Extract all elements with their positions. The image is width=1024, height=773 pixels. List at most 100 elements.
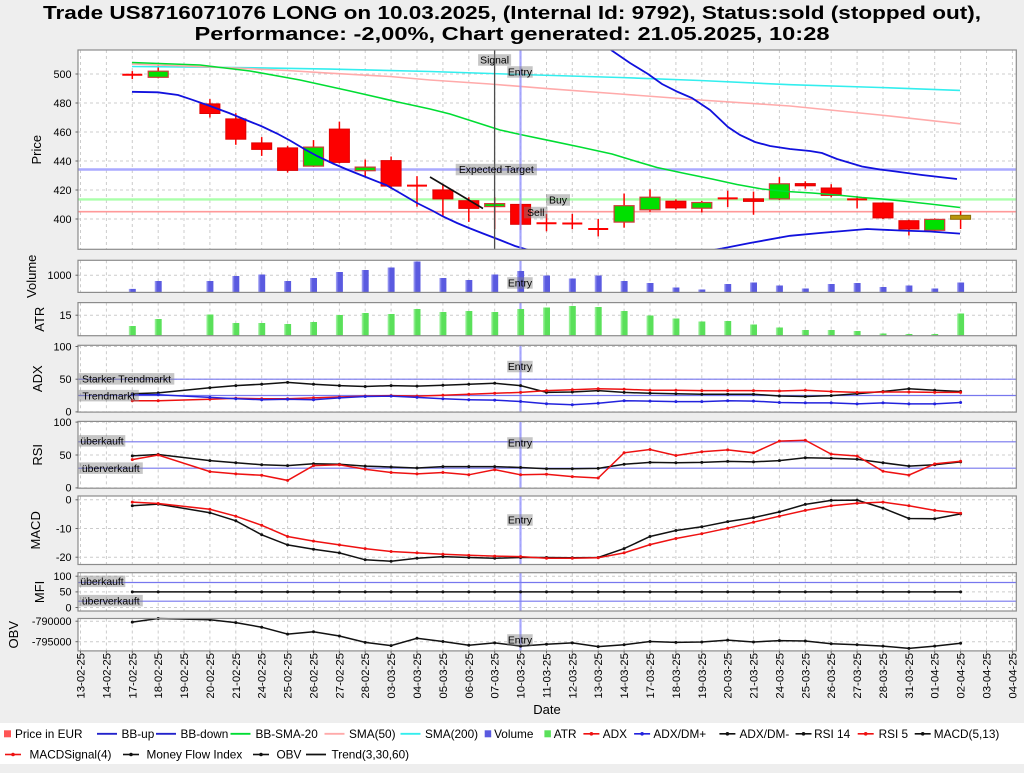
svg-text:14-02-25: 14-02-25 <box>101 653 113 699</box>
svg-text:OBV: OBV <box>277 748 302 762</box>
svg-text:21-03-25: 21-03-25 <box>749 653 761 699</box>
svg-text:ADX/DM+: ADX/DM+ <box>653 727 706 741</box>
svg-text:ATR: ATR <box>32 307 47 332</box>
svg-text:100: 100 <box>53 571 71 583</box>
svg-text:MACD(5,13): MACD(5,13) <box>934 727 1000 741</box>
svg-text:ADX: ADX <box>30 365 45 392</box>
svg-text:Sell: Sell <box>527 208 544 219</box>
svg-text:21-02-25: 21-02-25 <box>231 653 243 699</box>
svg-text:05-03-25: 05-03-25 <box>438 653 450 699</box>
svg-text:ADX: ADX <box>603 727 627 741</box>
svg-text:03-04-25: 03-04-25 <box>982 653 994 699</box>
svg-text:ATR: ATR <box>554 727 577 741</box>
svg-text:Signal: Signal <box>480 56 509 67</box>
svg-text:überverkauft: überverkauft <box>82 464 140 475</box>
svg-text:RSI 14: RSI 14 <box>814 727 851 741</box>
svg-text:26-03-25: 26-03-25 <box>826 653 838 699</box>
svg-text:500: 500 <box>53 69 71 81</box>
svg-text:Volume: Volume <box>494 727 534 741</box>
svg-text:Date: Date <box>533 702 560 717</box>
svg-text:26-02-25: 26-02-25 <box>309 653 321 699</box>
svg-text:31-03-25: 31-03-25 <box>904 653 916 699</box>
svg-text:18-03-25: 18-03-25 <box>671 653 683 699</box>
svg-text:Entry: Entry <box>508 68 533 79</box>
svg-text:überverkauft: überverkauft <box>82 596 140 607</box>
svg-text:25-02-25: 25-02-25 <box>283 653 295 699</box>
svg-text:RSI: RSI <box>30 444 45 466</box>
svg-text:13-03-25: 13-03-25 <box>593 653 605 699</box>
svg-text:-790000: -790000 <box>32 616 72 628</box>
svg-text:Price: Price <box>29 135 44 165</box>
svg-text:1000: 1000 <box>47 270 71 282</box>
svg-text:12-03-25: 12-03-25 <box>567 653 579 699</box>
svg-text:0: 0 <box>65 602 71 614</box>
svg-text:400: 400 <box>53 214 71 226</box>
svg-text:Expected Target: Expected Target <box>459 165 534 176</box>
svg-text:Entry: Entry <box>508 362 533 373</box>
svg-text:07-03-25: 07-03-25 <box>490 653 502 699</box>
svg-text:-10: -10 <box>56 523 72 535</box>
svg-text:SMA(200): SMA(200) <box>425 727 478 741</box>
svg-text:19-03-25: 19-03-25 <box>697 653 709 699</box>
svg-text:11-03-25: 11-03-25 <box>542 653 554 698</box>
svg-text:Entry: Entry <box>508 279 533 290</box>
svg-text:-20: -20 <box>56 552 72 564</box>
svg-text:Trendmarkt: Trendmarkt <box>82 391 135 402</box>
svg-text:überkauft: überkauft <box>80 437 123 448</box>
svg-text:10-03-25: 10-03-25 <box>516 653 528 699</box>
svg-text:ADX/DM-: ADX/DM- <box>740 727 790 741</box>
svg-text:-795000: -795000 <box>32 637 72 649</box>
svg-text:27-03-25: 27-03-25 <box>852 653 864 699</box>
svg-text:50: 50 <box>59 587 71 599</box>
svg-text:Performance: -2,00%, Chart gen: Performance: -2,00%, Chart generated: 21… <box>195 23 830 44</box>
svg-text:24-02-25: 24-02-25 <box>257 653 269 699</box>
svg-text:28-03-25: 28-03-25 <box>878 653 890 699</box>
svg-text:25-03-25: 25-03-25 <box>800 653 812 699</box>
svg-text:Entry: Entry <box>508 636 533 647</box>
svg-text:06-03-25: 06-03-25 <box>464 653 476 699</box>
svg-text:03-03-25: 03-03-25 <box>386 653 398 699</box>
svg-text:MFI: MFI <box>32 581 47 603</box>
svg-text:28-02-25: 28-02-25 <box>360 653 372 699</box>
svg-text:MACD: MACD <box>28 511 43 549</box>
svg-text:15: 15 <box>59 310 71 322</box>
svg-text:20-02-25: 20-02-25 <box>205 653 217 699</box>
svg-text:Entry: Entry <box>508 439 533 450</box>
svg-text:100: 100 <box>53 341 71 353</box>
svg-text:0: 0 <box>65 495 71 507</box>
svg-text:24-03-25: 24-03-25 <box>774 653 786 699</box>
svg-text:SMA(50): SMA(50) <box>349 727 396 741</box>
svg-text:Volume: Volume <box>24 255 39 298</box>
svg-text:Entry: Entry <box>508 516 533 527</box>
svg-text:17-03-25: 17-03-25 <box>645 653 657 699</box>
svg-text:Money Flow Index: Money Flow Index <box>147 748 243 762</box>
svg-text:0: 0 <box>65 407 71 419</box>
svg-text:18-02-25: 18-02-25 <box>153 653 165 699</box>
svg-text:Trend(3,30,60): Trend(3,30,60) <box>332 748 410 762</box>
svg-text:14-03-25: 14-03-25 <box>619 653 631 699</box>
svg-text:OBV: OBV <box>6 621 21 649</box>
svg-text:480: 480 <box>53 98 71 110</box>
svg-text:BB-SMA-20: BB-SMA-20 <box>256 727 319 741</box>
svg-text:04-04-25: 04-04-25 <box>1007 653 1019 699</box>
svg-text:BB-up: BB-up <box>122 727 155 741</box>
svg-text:BB-down: BB-down <box>181 727 229 741</box>
svg-text:17-02-25: 17-02-25 <box>127 653 139 699</box>
svg-text:RSI 5: RSI 5 <box>879 727 909 741</box>
svg-text:02-04-25: 02-04-25 <box>956 653 968 699</box>
svg-text:50: 50 <box>59 450 71 462</box>
svg-text:Trade US8716071076 LONG on 10.: Trade US8716071076 LONG on 10.03.2025, (… <box>43 2 981 23</box>
svg-text:420: 420 <box>53 185 71 197</box>
svg-text:460: 460 <box>53 127 71 139</box>
svg-text:04-03-25: 04-03-25 <box>412 653 424 699</box>
svg-text:100: 100 <box>53 417 71 429</box>
svg-text:440: 440 <box>53 156 71 168</box>
svg-text:50: 50 <box>59 374 71 386</box>
svg-text:Buy: Buy <box>549 196 568 207</box>
svg-text:20-03-25: 20-03-25 <box>723 653 735 699</box>
svg-text:Price in EUR: Price in EUR <box>15 727 83 741</box>
svg-text:01-04-25: 01-04-25 <box>930 653 942 699</box>
svg-text:Starker Trendmarkt: Starker Trendmarkt <box>82 375 171 386</box>
svg-text:MACDSignal(4): MACDSignal(4) <box>30 748 112 762</box>
svg-text:19-02-25: 19-02-25 <box>179 653 191 699</box>
